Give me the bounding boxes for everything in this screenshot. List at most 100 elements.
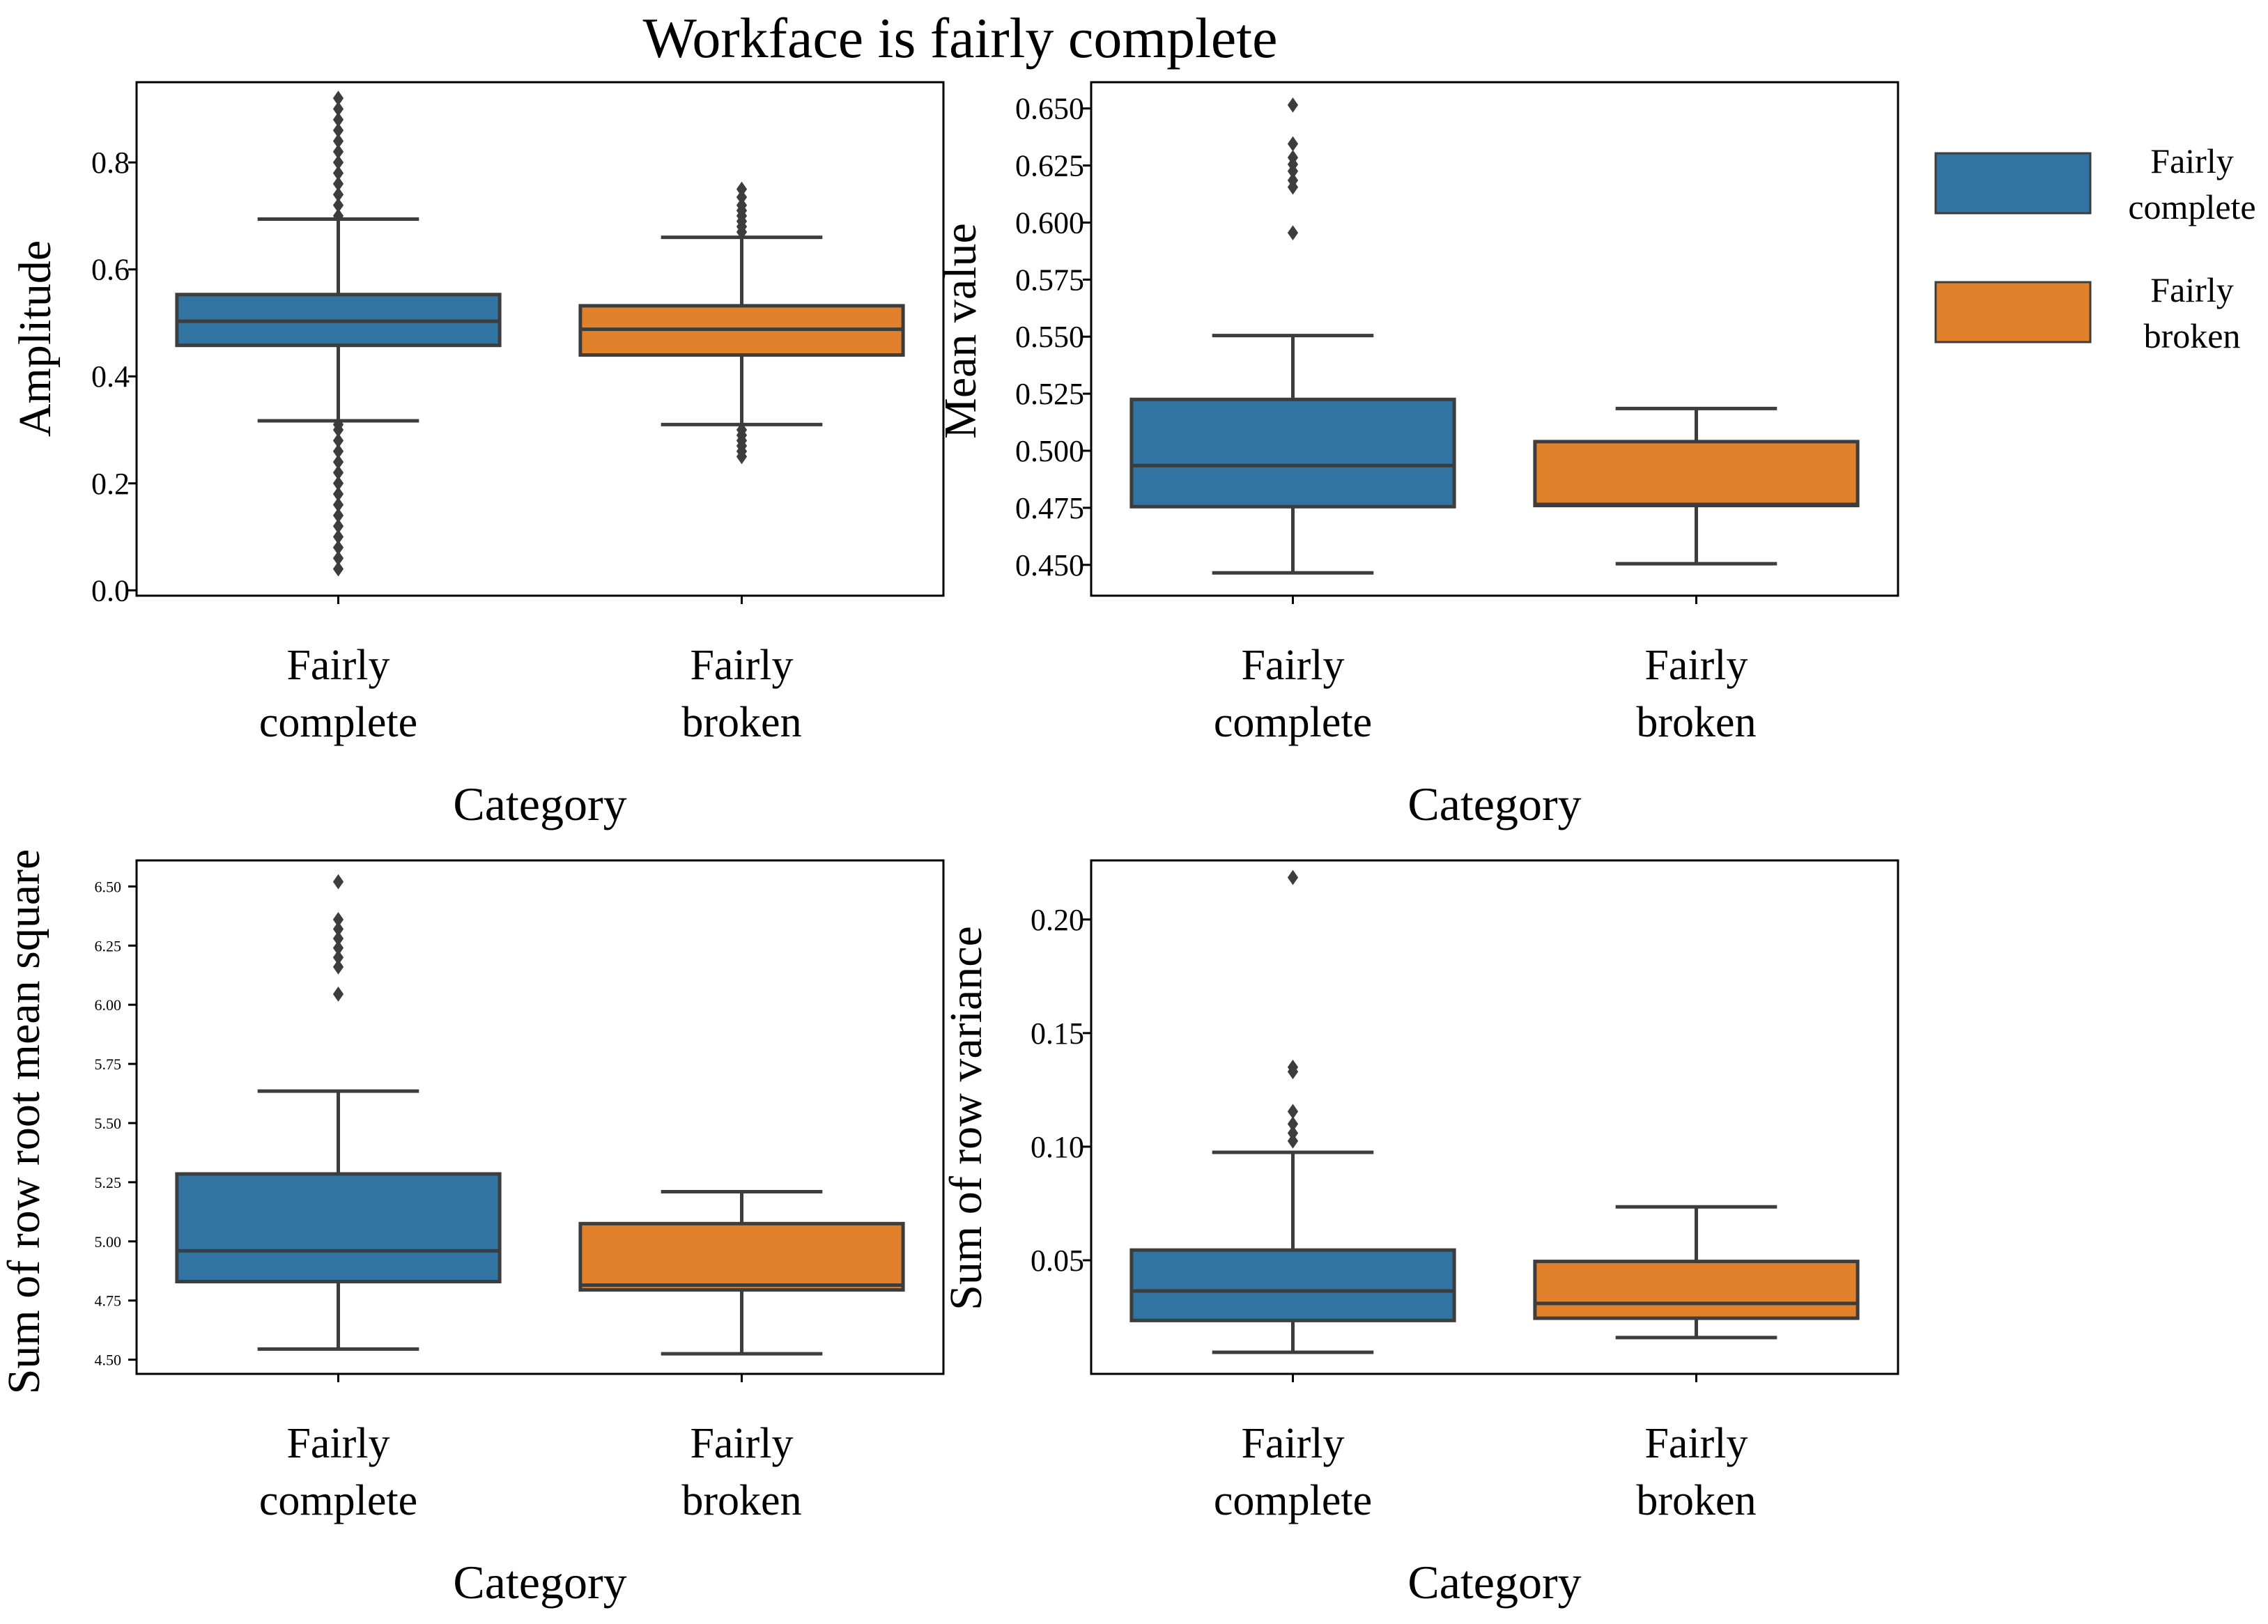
outlier-point: [332, 950, 344, 966]
outlier-point: [332, 874, 344, 890]
y-tick-label: 0.600: [1015, 206, 1084, 240]
x-axis-label: Category: [453, 778, 626, 830]
y-tick-label: 0.575: [1015, 263, 1084, 297]
outlier-point: [1287, 150, 1299, 165]
outlier-point: [332, 497, 344, 513]
y-tick-label: 0.475: [1015, 491, 1084, 525]
y-tick-label: 0.2: [91, 467, 130, 501]
y-tick-label: 0.550: [1015, 320, 1084, 354]
legend-label-line: Fairly: [2150, 270, 2233, 309]
y-tick-label: 0.15: [1031, 1016, 1084, 1051]
outlier-point: [332, 486, 344, 502]
y-axis-label: Sum of row variance: [941, 926, 992, 1310]
outlier-point: [332, 155, 344, 171]
y-tick-label: 0.0: [91, 573, 130, 608]
x-tick-label-line: broken: [681, 699, 801, 746]
x-axis-label: Category: [1407, 778, 1581, 830]
outlier-point: [332, 987, 344, 1002]
x-tick-label-line: Fairly: [690, 642, 793, 689]
outlier-point: [1287, 97, 1299, 113]
y-tick-label: 0.450: [1015, 548, 1084, 582]
y-tick-label: 0.525: [1015, 377, 1084, 411]
iqr-box: [1533, 440, 1860, 508]
plot-frame: [135, 859, 945, 1375]
x-tick-label: Fairly broken: [1636, 1420, 1756, 1524]
x-tick-label: Fairly broken: [681, 1420, 801, 1524]
x-tick-label-line: complete: [259, 699, 417, 746]
y-tick-label: 0.6: [91, 253, 130, 287]
iqr-box: [1129, 397, 1456, 509]
box-group-0: Fairly complete: [1129, 869, 1456, 1524]
outlier-point: [332, 912, 344, 927]
y-axis-label: Sum of row root mean square: [0, 849, 49, 1395]
x-tick-label-line: Fairly: [1644, 1420, 1748, 1467]
y-tick-label: 4.50: [95, 1352, 122, 1369]
y-tick-label: 5.75: [95, 1055, 122, 1073]
x-tick-label-line: Fairly: [286, 642, 389, 689]
x-axis-label: Category: [1407, 1556, 1581, 1609]
x-axis-label: Category: [453, 1556, 626, 1609]
panel-row-rms-sum: 4.50 4.75 5.00 5.25 5.50 5.75 6.00 6.25 6.50 Sum …: [0, 849, 945, 1609]
legend-swatch: [1934, 152, 2092, 215]
x-tick-label: Fairly complete: [259, 642, 417, 746]
x-tick-label-line: Fairly: [1241, 1420, 1344, 1467]
panel-mean-value: 0.450 0.475 0.500 0.525 0.550 0.575 0.600 0.625…: [935, 81, 1899, 830]
y-tick-label: 0.625: [1015, 149, 1084, 183]
figure-title: Workface is fairly complete: [643, 6, 1278, 70]
y-tick-label: 0.05: [1031, 1244, 1084, 1278]
legend-swatch: [1934, 281, 2092, 343]
box-group-1: Fairly broken: [1533, 1205, 1860, 1524]
outlier-point: [1287, 172, 1299, 188]
outlier-point: [332, 208, 344, 224]
outlier-point: [332, 959, 344, 975]
outlier-point: [332, 561, 344, 577]
x-tick-label: Fairly complete: [1214, 642, 1372, 746]
x-tick-label-line: Fairly: [286, 1420, 389, 1467]
outlier-point: [1287, 1059, 1299, 1075]
y-axis-label: Amplitude: [10, 240, 61, 437]
outlier-point: [332, 475, 344, 491]
x-tick-label: Fairly broken: [1636, 642, 1756, 746]
y-tick-label: 0.500: [1015, 434, 1084, 468]
iqr-box: [1533, 1260, 1860, 1320]
legend-entry-1: Fairly broken: [1934, 270, 2241, 355]
box-group-0: Fairly complete: [1129, 97, 1456, 746]
y-tick-label: 0.20: [1031, 903, 1084, 937]
x-tick-label: Fairly complete: [259, 1420, 417, 1524]
y-tick-label: 6.50: [95, 878, 122, 895]
x-tick-label-line: Fairly: [690, 1420, 793, 1467]
outlier-point: [332, 518, 344, 534]
iqr-box: [175, 1172, 502, 1284]
plot-frame: [1090, 859, 1899, 1375]
legend-label-line: complete: [2128, 187, 2255, 226]
x-tick-label-line: Fairly: [1241, 642, 1344, 689]
outlier-point: [1287, 869, 1299, 886]
outlier-point: [1287, 1104, 1299, 1120]
outlier-point: [332, 443, 344, 459]
outlier-point: [332, 133, 344, 149]
y-tick-label: 0.650: [1015, 92, 1084, 126]
outlier-point: [332, 931, 344, 946]
outlier-point: [332, 465, 344, 481]
legend: Fairly complete Fairly broken: [1934, 141, 2256, 355]
x-tick-label-line: broken: [681, 1477, 801, 1524]
box-group-0: Fairly complete: [175, 874, 502, 1524]
x-tick-label-line: complete: [259, 1477, 417, 1524]
x-tick-label-line: complete: [1214, 699, 1372, 746]
outlier-point: [332, 417, 344, 433]
outlier-point: [1287, 1116, 1299, 1132]
y-tick-label: 5.50: [95, 1115, 122, 1132]
legend-label: Fairly complete: [2128, 141, 2255, 226]
y-tick-label: 6.00: [95, 996, 122, 1014]
outlier-point: [1287, 1125, 1299, 1141]
outlier-point: [1287, 1133, 1299, 1149]
y-tick-label: 0.4: [91, 359, 130, 394]
y-tick-label: 6.25: [95, 937, 122, 954]
x-tick-label: Fairly complete: [1214, 1420, 1372, 1524]
outlier-point: [332, 123, 344, 138]
outlier-point: [332, 529, 344, 545]
legend-label-line: broken: [2144, 316, 2241, 355]
plot-frame: [1090, 81, 1899, 597]
